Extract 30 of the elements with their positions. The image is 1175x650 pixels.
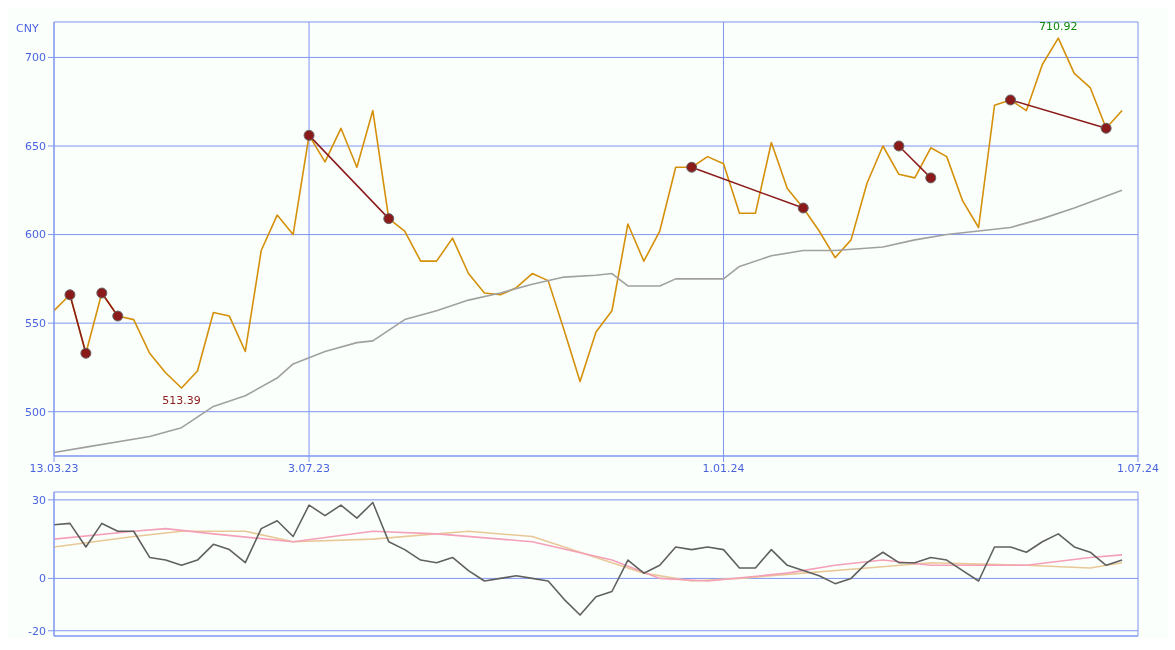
line-series <box>54 189 1123 454</box>
point <box>1100 122 1112 134</box>
line-series <box>54 37 1123 389</box>
y-tick-label: 700 <box>25 51 46 65</box>
y-tick-label: -20 <box>28 624 46 638</box>
x-tick-label: 1.07.24 <box>1117 461 1159 475</box>
point <box>112 310 124 322</box>
x-tick-label: 1.01.24 <box>702 461 745 475</box>
annotation: 513.39 <box>162 393 201 407</box>
y-tick-label: 600 <box>25 228 46 242</box>
point <box>96 287 108 299</box>
y-tick-label: 0 <box>39 572 46 586</box>
point <box>64 289 76 301</box>
point <box>893 140 905 152</box>
annotation: 710.92 <box>1039 20 1078 34</box>
x-tick-label: 13.03.23 <box>29 461 79 475</box>
line-series <box>54 501 1123 616</box>
y-axis-title: CNY <box>16 21 39 35</box>
y-tick-label: 550 <box>25 317 46 331</box>
point <box>686 161 698 173</box>
point <box>80 347 92 359</box>
point <box>797 202 809 214</box>
point <box>925 172 937 184</box>
point <box>1004 94 1016 106</box>
x-tick-label: 3.07.23 <box>288 461 331 475</box>
point <box>303 129 315 141</box>
y-tick-label: 30 <box>32 493 46 507</box>
point <box>383 213 395 225</box>
y-tick-label: 650 <box>25 139 46 153</box>
y-tick-label: 500 <box>25 405 46 419</box>
